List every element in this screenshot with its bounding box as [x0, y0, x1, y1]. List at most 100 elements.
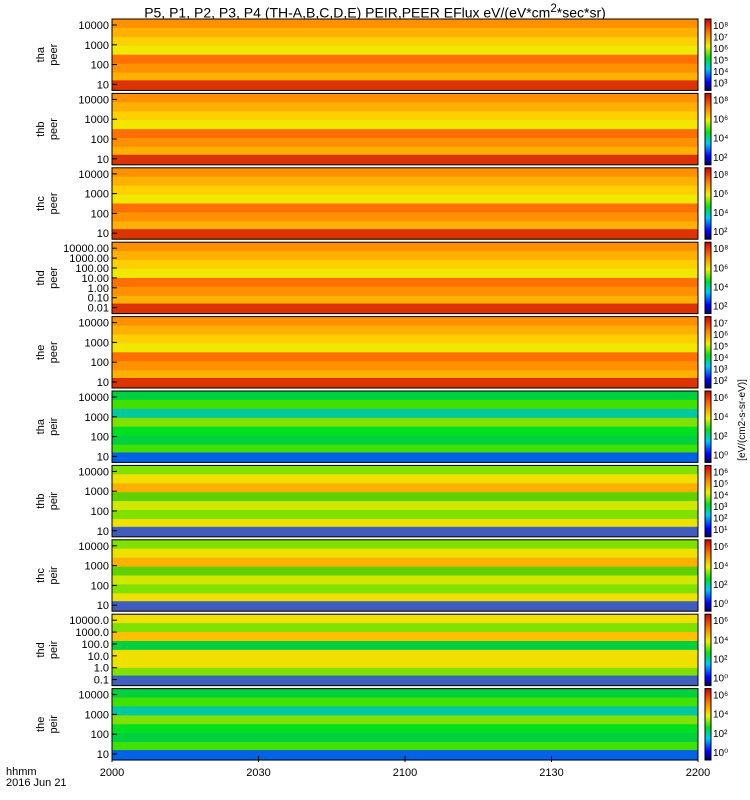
spectrogram-band: [112, 120, 698, 130]
y-tick-label: 10.00: [81, 273, 109, 285]
spectrogram-band: [112, 295, 698, 306]
x-tick-label: 2000: [100, 767, 124, 779]
low-energy-strip: [112, 750, 698, 760]
colorbar-tick-label: 10⁴: [713, 134, 728, 145]
spectrogram-band: [112, 277, 698, 288]
x-tick-label: 2200: [686, 767, 710, 779]
colorbar-tick-label: 10⁷: [713, 319, 728, 330]
y-tick-label: 1.00: [88, 283, 109, 295]
spectrogram-band: [112, 742, 698, 752]
panel-probe-label: thc: [35, 196, 47, 211]
y-tick-label: 100: [91, 357, 109, 369]
y-tick-label: 10000: [78, 690, 109, 702]
spectrogram-band: [112, 584, 698, 594]
spectrogram-band: [112, 474, 698, 484]
y-tick-label: 10000: [78, 318, 109, 330]
colorbar-tick-label: 10⁴: [713, 490, 728, 501]
low-energy-strip: [112, 154, 698, 165]
title-prefix: P5, P1, P2, P3, P4 (TH-A,B,C,D,E) PEIR,P…: [144, 4, 551, 21]
panel-species-label: peer: [48, 267, 60, 289]
colorbar-tick-label: 10⁶: [713, 189, 728, 200]
low-energy-strip: [112, 303, 698, 314]
figure-title: P5, P1, P2, P3, P4 (TH-A,B,C,D,E) PEIR,P…: [0, 0, 750, 22]
y-tick-label: 100: [91, 580, 109, 592]
panel-frame: [111, 92, 699, 166]
y-tick-label: 100: [91, 432, 109, 444]
low-energy-strip: [112, 452, 698, 463]
spectrogram-panel: 10000 1000 100 10 tha peir 10⁶ 10⁴ 10² 10⁰: [35, 390, 728, 463]
y-tick-label: 100: [91, 506, 109, 518]
spectrogram-band: [112, 93, 698, 103]
spectrogram-panel: 10000 1000 100 10 thb peer 10⁸ 10⁶ 10⁴ 10²: [35, 92, 728, 166]
colorbar-tick-label: 10²: [713, 513, 728, 524]
y-tick-label: 1000: [85, 561, 109, 573]
colorbar-tick-label: 10⁰: [713, 674, 728, 685]
spectrogram-panel: 10000 1000 100 10 thc peir 10⁶ 10⁴ 10² 10⁰: [35, 539, 728, 612]
colorbar: [704, 539, 712, 612]
spectrogram-band: [112, 649, 698, 660]
colorbar-tick-label: 10⁸: [713, 170, 728, 181]
colorbar-tick-label: 10⁶: [713, 616, 728, 627]
y-tick-label: 100: [91, 729, 109, 741]
spectrogram-band: [112, 724, 698, 734]
y-tick-label: 10: [97, 600, 109, 612]
spectrogram-band: [112, 63, 698, 74]
y-tick-label: 10000: [78, 169, 109, 181]
spectrogram-band: [112, 417, 698, 428]
colorbar-tick-label: 10²: [713, 227, 728, 238]
panel-frame: [111, 167, 699, 240]
y-tick-label: 10.0: [88, 651, 109, 663]
y-tick-label: 10: [97, 526, 109, 538]
spectrogram-band: [112, 667, 698, 678]
y-tick-label: 1000: [85, 709, 109, 721]
colorbar: [704, 92, 712, 166]
colorbar-tick-label: 10⁷: [713, 32, 728, 43]
low-energy-strip: [112, 80, 698, 91]
spectrogram-band: [112, 286, 698, 297]
colorbar: [704, 241, 712, 315]
panel-species-label: peir: [48, 492, 60, 511]
colorbar-unit-label: [eV/(cm2-s-sr-eV)]: [737, 379, 748, 461]
y-tick-label: 1.0: [94, 663, 109, 675]
colorbar-tick-label: 10⁶: [713, 393, 728, 404]
x-tick-label: 2130: [539, 767, 563, 779]
y-tick-label: 1000: [85, 486, 109, 498]
y-tick-label: 10000: [78, 94, 109, 106]
x-tick-label: 2030: [246, 767, 270, 779]
y-tick-label: 1000: [85, 189, 109, 201]
y-tick-label: 10: [97, 79, 109, 91]
colorbar: [704, 390, 712, 463]
spectrogram-band: [112, 147, 698, 157]
panel-species-label: peir: [48, 417, 60, 436]
spectrogram-band: [112, 632, 698, 642]
spectrogram-band: [112, 72, 698, 83]
colorbar-tick-label: 10⁸: [713, 95, 728, 106]
panel-probe-label: thd: [35, 270, 47, 285]
panel-frame: [111, 316, 699, 389]
y-tick-label: 10: [97, 154, 109, 166]
colorbar-tick-label: 10⁶: [713, 691, 728, 702]
spectrogram-band: [112, 352, 698, 362]
y-tick-label: 1000.00: [69, 253, 109, 265]
spectrogram-band: [112, 614, 698, 624]
y-tick-label: 10000: [78, 466, 109, 478]
colorbar-tick-label: 10⁴: [713, 561, 728, 572]
colorbar: [704, 688, 712, 761]
spectrogram-band: [112, 27, 698, 38]
colorbar-tick-label: 10⁵: [713, 342, 728, 353]
colorbar-tick-label: 10⁰: [713, 599, 728, 610]
spectrogram-band: [112, 483, 698, 493]
panel-species-label: peir: [48, 715, 60, 734]
spectrogram-band: [112, 102, 698, 112]
colorbar-tick-label: 10²: [713, 153, 728, 164]
x-axis: 2000 2030 2100 2130 2200: [100, 756, 710, 779]
spectrogram-band: [112, 251, 698, 261]
panel-species-label: peir: [48, 640, 60, 659]
spectrogram-band: [112, 221, 698, 231]
spectrogram-band: [112, 465, 698, 475]
y-tick-label: 100: [91, 208, 109, 220]
colorbar-tick-label: 10²: [713, 376, 728, 387]
